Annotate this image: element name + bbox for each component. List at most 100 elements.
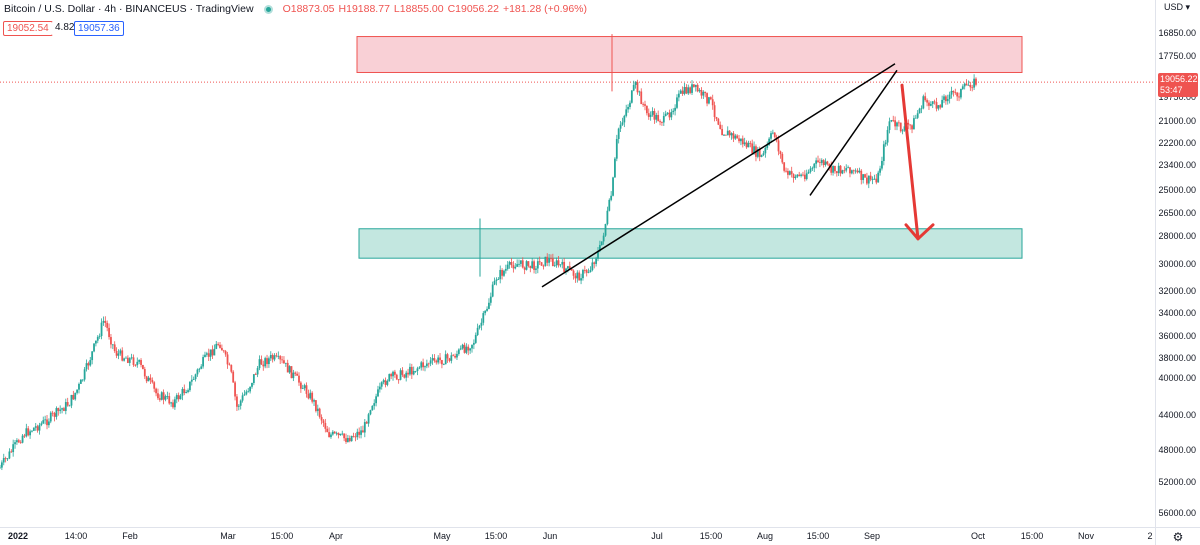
price-axis[interactable]: USD ▾ 16850.0017750.0018750.0019750.0021… (1155, 0, 1200, 527)
candle-body (27, 428, 30, 436)
candle-body (450, 355, 453, 361)
candle-body (817, 160, 819, 163)
candle-body (597, 251, 599, 259)
candle-body (837, 165, 840, 174)
candlestick-chart[interactable] (0, 0, 1155, 527)
candle-body (350, 435, 353, 442)
candle-body (501, 269, 503, 276)
candle-body (324, 422, 327, 429)
candle-body (228, 364, 231, 366)
candle-body (542, 265, 545, 267)
candle-body (676, 97, 678, 108)
price-tick-label: 44000.00 (1158, 410, 1196, 420)
candle-body (773, 132, 776, 137)
candle-body (629, 102, 631, 107)
candle-body (277, 356, 280, 357)
candle-body (403, 374, 406, 378)
candle-body (644, 104, 646, 106)
symbol-title[interactable]: Bitcoin / U.S. Dollar · 4h · BINANCEUS ·… (4, 3, 254, 15)
candle-body (465, 346, 468, 353)
candle-body (346, 438, 349, 442)
candle-body (424, 366, 426, 368)
candle-body (495, 279, 498, 281)
sell-price-button[interactable]: 19052.54 (3, 21, 53, 36)
candle-body (540, 262, 543, 266)
candle-body (751, 143, 754, 154)
candle-body (640, 91, 643, 105)
candle-body (93, 343, 95, 352)
candle-body (472, 342, 475, 345)
candle-body (183, 388, 186, 394)
candle-body (651, 110, 654, 115)
candle-body (126, 357, 129, 363)
candle-body (623, 115, 626, 123)
chart-legend: Bitcoin / U.S. Dollar · 4h · BINANCEUS ·… (4, 3, 587, 15)
candle-body (401, 370, 404, 375)
candle-body (956, 92, 959, 97)
candle-body (866, 177, 868, 184)
candle-body (630, 90, 633, 103)
candle-body (399, 370, 402, 380)
candle-body (559, 264, 562, 266)
candle-body (649, 114, 652, 117)
candle-body (100, 322, 103, 337)
candle-body (548, 258, 551, 263)
candle-body (488, 302, 490, 309)
candle-body (770, 133, 772, 139)
candle-body (189, 381, 191, 391)
candle-body (95, 340, 97, 344)
candle-body (431, 358, 434, 361)
candle-body (439, 357, 441, 361)
candle-body (888, 121, 891, 130)
candle-body (480, 322, 483, 326)
candle-body (66, 402, 69, 406)
currency-selector[interactable]: USD ▾ (1164, 2, 1191, 12)
chart-plot-area[interactable]: Bitcoin / U.S. Dollar · 4h · BINANCEUS ·… (0, 0, 1155, 527)
candle-body (935, 102, 938, 109)
candle-body (369, 410, 372, 415)
candle-body (567, 266, 569, 269)
candle-body (76, 389, 79, 393)
candle-body (305, 385, 308, 394)
candle-body (659, 121, 661, 123)
candle-body (356, 431, 359, 438)
candle-body (19, 442, 22, 444)
candle-body (563, 261, 566, 272)
candle-body (909, 124, 912, 126)
candle-body (803, 174, 806, 180)
candle-body (478, 325, 481, 328)
gear-icon[interactable]: ⚙ (1172, 530, 1184, 544)
candle-body (380, 382, 383, 387)
candle-body (762, 153, 765, 155)
buy-price-button[interactable]: 19057.36 (74, 21, 124, 36)
candle-body (335, 432, 338, 434)
candle-body (973, 78, 975, 88)
candle-body (59, 409, 62, 411)
candle-body (164, 396, 167, 400)
candle-body (937, 105, 940, 109)
candle-body (14, 442, 16, 445)
candle-body (194, 374, 197, 380)
candle-body (234, 382, 236, 397)
ohlc-low: L18855.00 (393, 3, 444, 15)
candle-body (328, 432, 330, 438)
candle-body (448, 358, 451, 361)
candle-body (779, 151, 782, 154)
time-axis[interactable]: 2022 14:00 Feb Mar 15:00 Apr May 15:00 Jun Jul 15:… (0, 527, 1155, 545)
candle-body (822, 160, 825, 165)
candle-body (657, 114, 660, 122)
candle-body (239, 400, 242, 406)
candle-body (583, 270, 586, 271)
candle-body (63, 408, 65, 411)
candle-body (96, 336, 99, 341)
candle-body (461, 344, 464, 349)
candle-body (442, 364, 445, 366)
candle-body (333, 431, 336, 434)
candle-body (734, 135, 737, 139)
time-tick-label: Apr (328, 531, 344, 541)
candle-body (315, 400, 317, 412)
candle-body (418, 367, 421, 369)
candle-body (794, 176, 797, 178)
candle-body (958, 96, 960, 98)
candle-body (378, 386, 381, 390)
